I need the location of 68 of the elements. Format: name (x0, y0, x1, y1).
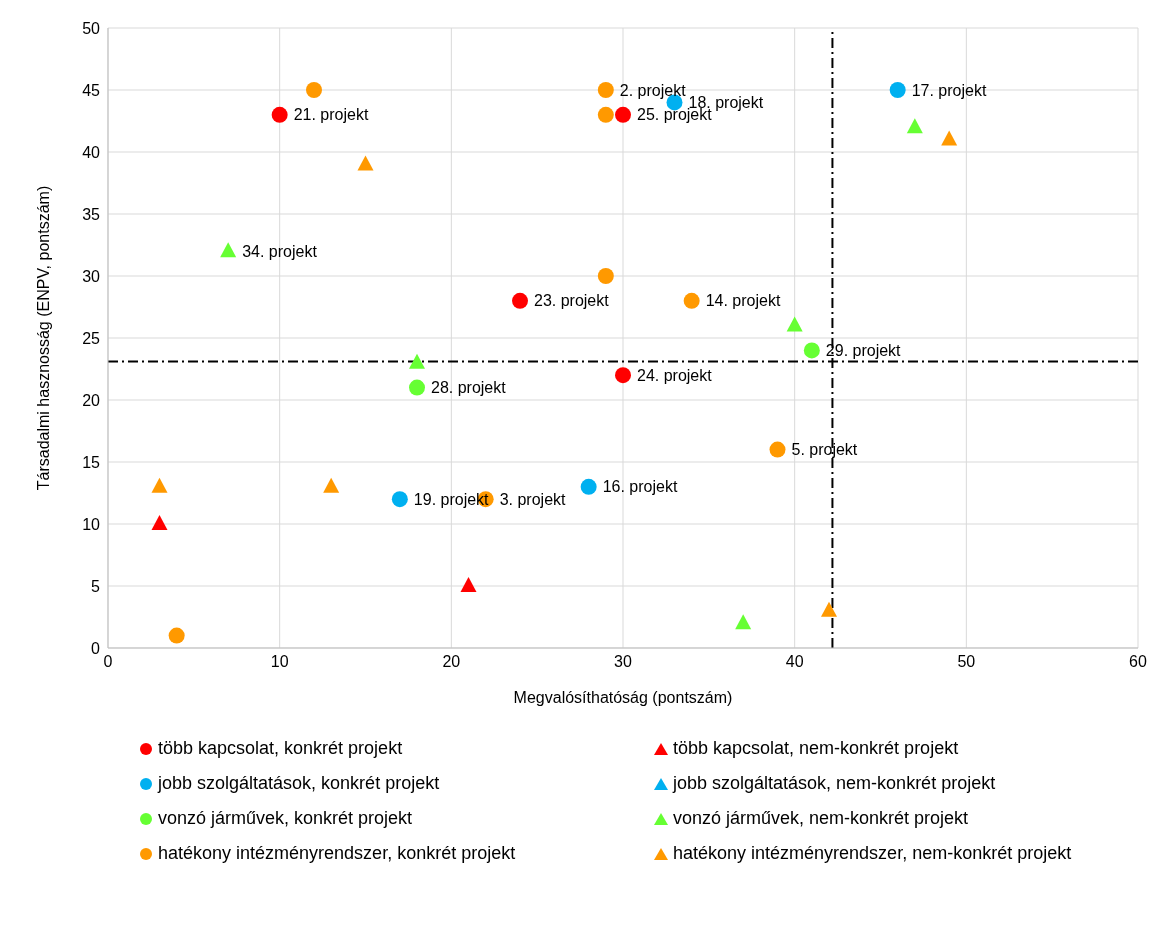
point (615, 367, 631, 384)
legend-label: jobb szolgáltatások, konkrét projekt (158, 773, 440, 794)
y-axis-title: Társadalmi hasznosság (ENPV, pontszám) (34, 185, 52, 491)
annotation: 5. projekt (791, 441, 858, 459)
point (409, 379, 425, 396)
point (615, 106, 631, 123)
point (168, 627, 185, 644)
y-tick-label: 10 (82, 515, 101, 533)
x-tick-label: 40 (785, 653, 804, 671)
y-tick-label: 45 (82, 81, 101, 99)
annotation: 3. projekt (499, 490, 567, 508)
annotation: 2. projekt (619, 81, 687, 99)
annotation: 23. projekt (534, 292, 610, 310)
annotation: 16. projekt (602, 478, 678, 496)
point (409, 353, 425, 369)
point (769, 441, 786, 458)
point (597, 82, 614, 98)
x-tick-label: 10 (270, 653, 289, 671)
point (821, 601, 837, 617)
point (597, 106, 614, 123)
x-tick-label: 50 (957, 653, 976, 671)
annotation: 14. projekt (705, 292, 781, 310)
annotation: 24. projekt (637, 366, 713, 384)
x-tick-label: 60 (1129, 653, 1147, 671)
legend-label: több kapcsolat, nem-konkrét projekt (673, 738, 959, 759)
point (306, 82, 322, 98)
y-tick-label: 0 (91, 639, 101, 657)
point (786, 316, 803, 332)
annotation: 29. projekt (825, 342, 902, 360)
annotation: 17. projekt (911, 81, 987, 99)
y-tick-label: 35 (82, 205, 101, 223)
point (906, 118, 923, 134)
point (220, 242, 237, 258)
y-tick-label: 40 (82, 143, 101, 161)
y-tick-label: 5 (91, 577, 101, 595)
point (889, 82, 906, 98)
x-tick-label: 20 (442, 653, 461, 671)
annotation: 34. projekt (242, 242, 318, 260)
point (580, 478, 597, 495)
y-tick-label: 20 (82, 391, 101, 409)
legend-label: több kapcsolat, konkrét projekt (158, 738, 403, 759)
y-tick-label: 15 (82, 453, 101, 471)
legend-label: vonzó járművek, konkrét projekt (158, 808, 413, 829)
legend-label: jobb szolgáltatások, nem-konkrét projekt (673, 773, 996, 794)
point (151, 515, 168, 530)
x-tick-label: 0 (103, 653, 113, 671)
point (391, 491, 408, 508)
point (271, 106, 288, 123)
point (512, 292, 528, 309)
point (941, 130, 958, 146)
y-tick-label: 50 (82, 19, 101, 37)
annotation: 28. projekt (431, 379, 507, 397)
y-tick-label: 25 (82, 329, 101, 347)
point (735, 614, 752, 630)
point (323, 477, 340, 493)
annotation: 21. projekt (293, 106, 369, 124)
point (460, 577, 477, 592)
legend-label: hatékony intézményrendszer, konkrét projekt (158, 843, 516, 864)
point (803, 342, 820, 359)
x-tick-label: 30 (614, 653, 632, 671)
x-axis-title: Megvalósíthatóság (pontszám) (513, 689, 733, 706)
legend-label: vonzó járművek, nem-konkrét projekt (673, 808, 969, 829)
point (597, 268, 614, 284)
legend-label: hatékony intézményrendszer, nem-konkrét projekt (673, 843, 1072, 864)
point (683, 292, 700, 309)
point (151, 477, 168, 493)
y-tick-label: 30 (82, 267, 101, 285)
point (357, 155, 374, 171)
